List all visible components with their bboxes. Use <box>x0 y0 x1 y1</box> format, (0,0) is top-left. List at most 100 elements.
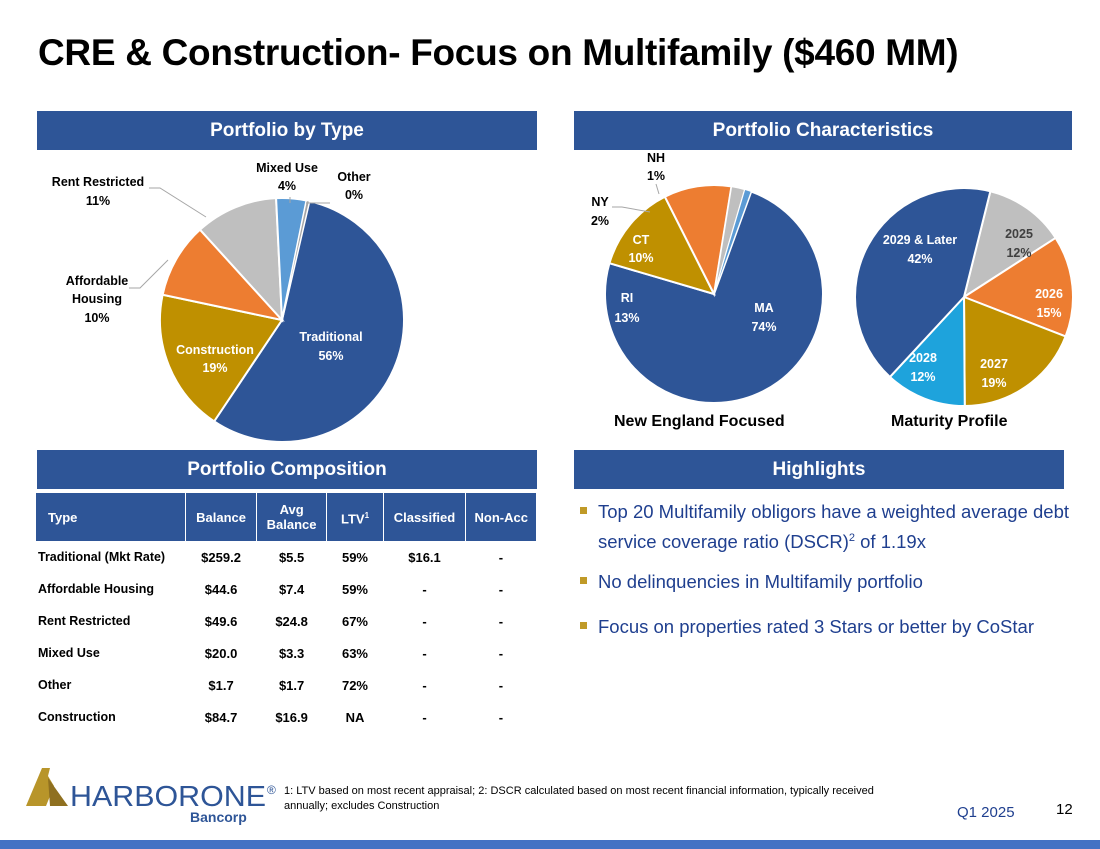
table-header-row: Type Balance Avg Balance LTV1 Classified… <box>36 493 536 541</box>
cell-balance: $1.7 <box>208 677 234 693</box>
maturity-pie-chart: 2025 12% 2026 15% 2027 19% 2028 12% 2029… <box>854 187 1074 408</box>
value-ma: 74% <box>751 320 776 334</box>
cell-ltv: 72% <box>341 677 368 693</box>
cell-classified: - <box>422 709 427 725</box>
cell-balance: $49.6 <box>204 613 238 629</box>
value-other: 0% <box>345 188 363 202</box>
label-affordable-line1: Affordable <box>66 274 129 288</box>
cell-nonacc: - <box>498 645 504 661</box>
logo-mark-icon <box>26 768 68 806</box>
logo-subtitle: Bancorp <box>190 809 247 825</box>
slice-ri <box>608 195 716 296</box>
cell-classified: - <box>422 677 427 693</box>
label-construction: Construction <box>176 343 254 357</box>
cell-balance: $44.6 <box>204 581 238 597</box>
portfolio-composition-table: Type Balance Avg Balance LTV1 Classified… <box>36 493 536 733</box>
cell-nonacc: - <box>498 549 504 565</box>
label-2027: 2027 <box>980 357 1008 371</box>
value-mixed-use: 4% <box>278 179 296 193</box>
cell-avg: $5.5 <box>278 549 305 565</box>
cell-avg: $7.4 <box>278 581 305 597</box>
cell-nonacc: - <box>498 581 504 597</box>
page-number: 12 <box>1056 801 1073 818</box>
value-2026: 15% <box>1036 306 1061 320</box>
col-ltv-label: LTV <box>340 511 365 527</box>
cell-classified: - <box>422 613 427 629</box>
label-nh: NH <box>647 151 665 165</box>
label-ri: RI <box>621 291 634 305</box>
bullet-icon <box>580 577 587 584</box>
slice-2029-later <box>854 187 992 379</box>
banner-portfolio-composition: Portfolio Composition <box>37 450 537 489</box>
cell-classified: $16.1 <box>408 549 441 565</box>
geo-leader-lines <box>612 183 660 213</box>
cell-nonacc: - <box>498 709 504 725</box>
highlight-1-text: Top 20 Multifamily obligors have a weigh… <box>598 499 1070 555</box>
cell-ltv: NA <box>345 709 365 725</box>
label-2028: 2028 <box>909 351 937 365</box>
banner-portfolio-by-type: Portfolio by Type <box>37 111 537 150</box>
maturity-slices <box>854 187 1074 408</box>
cell-avg: $16.9 <box>275 709 308 725</box>
cell-type: Construction <box>38 710 116 724</box>
table-row: Construction $84.7 $16.9 NA - - <box>36 701 536 733</box>
label-rent-restricted: Rent Restricted <box>52 175 144 189</box>
slice-other <box>281 199 311 321</box>
table-row: Mixed Use $20.0 $3.3 63% - - <box>36 637 536 669</box>
cell-avg: $24.8 <box>275 613 308 629</box>
cell-type: Other <box>38 678 72 692</box>
footnote: 1: LTV based on most recent appraisal; 2… <box>284 785 874 812</box>
highlight-2: No delinquencies in Multifamily portfoli… <box>580 569 1070 595</box>
value-nh: 1% <box>647 169 665 183</box>
bottom-bar <box>0 840 1100 849</box>
cell-nonacc: - <box>498 677 504 693</box>
cell-nonacc: - <box>498 613 504 629</box>
table-row: Rent Restricted $49.6 $24.8 67% - - <box>36 605 536 637</box>
highlight-3-text: Focus on properties rated 3 Stars or bet… <box>598 616 1034 637</box>
table-row: Other $1.7 $1.7 72% - - <box>36 669 536 701</box>
page-title: CRE & Construction- Focus on Multifamily… <box>38 32 959 73</box>
bullet-icon <box>580 622 587 629</box>
label-2029-later: 2029 & Later <box>883 233 957 247</box>
cell-ltv: 63% <box>341 645 368 661</box>
leader-lines <box>129 187 330 289</box>
col-type: Type <box>36 493 187 541</box>
maturity-caption: Maturity Profile <box>891 413 1008 430</box>
col-balance: Balance <box>185 493 257 541</box>
value-ct: 10% <box>628 251 653 265</box>
value-construction: 19% <box>202 361 227 375</box>
label-traditional: Traditional <box>299 330 362 344</box>
value-2028: 12% <box>910 370 935 384</box>
highlight-1: Top 20 Multifamily obligors have a weigh… <box>580 499 1070 555</box>
table-body: Traditional (Mkt Rate) $259.2 $5.5 59% $16.1… <box>36 541 536 733</box>
col-avg-line2: Balance <box>266 517 317 532</box>
portfolio-type-slices <box>159 197 406 444</box>
value-2029-later: 42% <box>907 252 932 266</box>
logo-wordmark: HARBORONE <box>70 781 266 813</box>
value-affordable: 10% <box>84 311 109 325</box>
col-ltv: LTV1 <box>326 493 384 541</box>
cell-balance: $84.7 <box>204 709 238 725</box>
portfolio-type-pie-chart: Traditional 56% Construction 19% Afforda… <box>52 161 406 444</box>
label-ny: NY <box>591 195 609 209</box>
col-avg-line1: Avg <box>279 502 304 517</box>
slice-2026 <box>961 236 1074 338</box>
slice-rent-restricted <box>198 197 284 323</box>
cell-balance: $20.0 <box>204 645 238 661</box>
slice-nh <box>713 188 752 295</box>
slice-traditional <box>212 199 406 444</box>
value-rent-restricted: 11% <box>86 194 110 208</box>
col-avg-balance: Avg Balance <box>256 493 328 541</box>
value-2025: 12% <box>1006 246 1031 260</box>
cell-avg: $1.7 <box>278 677 305 693</box>
cell-avg: $3.3 <box>278 645 305 661</box>
slice-affordable-housing <box>161 228 285 322</box>
banner-highlights: Highlights <box>574 450 1064 489</box>
cell-balance: $259.2 <box>201 549 241 565</box>
col-classified: Classified <box>383 493 467 541</box>
highlight-3: Focus on properties rated 3 Stars or bet… <box>580 614 1070 640</box>
cell-type: Affordable Housing <box>38 582 154 596</box>
highlight-1-main: Top 20 Multifamily obligors have a weigh… <box>598 501 1070 553</box>
quarter-label: Q1 2025 <box>957 804 1015 821</box>
slice-2025 <box>962 190 1058 300</box>
